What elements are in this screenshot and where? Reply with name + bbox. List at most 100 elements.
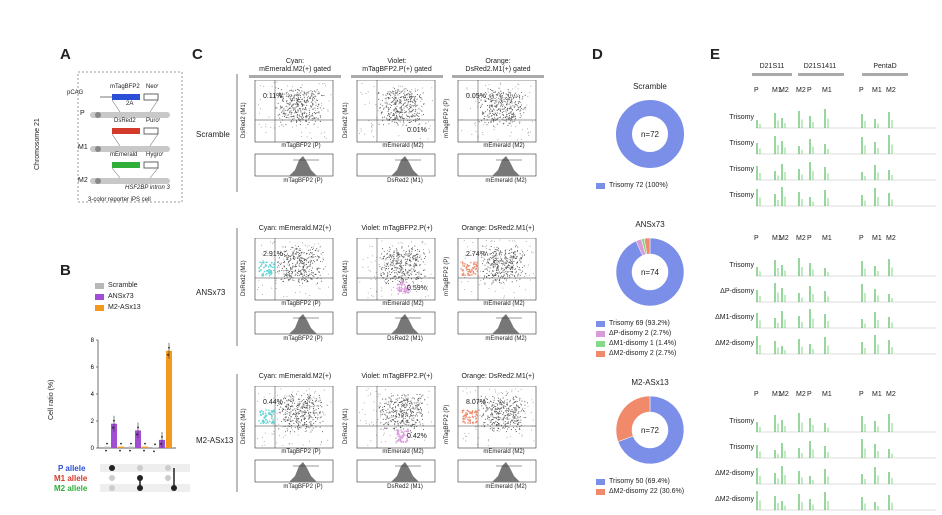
gated-event: [461, 261, 464, 263]
event-dot: [286, 268, 288, 270]
slice-Trisomy: [615, 237, 685, 307]
event-dot: [506, 102, 508, 104]
event-dot: [296, 420, 298, 422]
event-dot: [408, 249, 410, 251]
event-dot: [391, 263, 393, 265]
gated-event: [407, 285, 409, 288]
event-dot: [388, 103, 390, 105]
event-dot: [493, 129, 495, 131]
event-dot: [300, 136, 302, 138]
event-dot: [324, 414, 326, 416]
event-dot: [416, 94, 418, 96]
event-dot: [257, 287, 259, 289]
event-dot: [504, 415, 506, 417]
event-dot: [414, 255, 416, 257]
event-dot: [502, 414, 504, 416]
event-dot: [504, 278, 506, 280]
event-dot: [301, 257, 303, 259]
event-dot: [396, 429, 398, 431]
slice-Trisomy: [616, 100, 684, 168]
event-dot: [282, 436, 284, 438]
event-dot: [487, 423, 489, 425]
event-dot: [387, 408, 389, 410]
event-dot: [464, 435, 466, 437]
event-dot: [303, 112, 305, 115]
peak-label-0-4: P: [807, 87, 812, 94]
event-dot: [394, 418, 396, 420]
event-dot: [260, 262, 262, 264]
event-dot: [410, 278, 413, 280]
event-dot: [309, 107, 311, 109]
gated-event: [407, 289, 410, 292]
event-dot: [418, 95, 420, 97]
event-dot: [496, 260, 498, 262]
event-dot: [286, 413, 288, 415]
event-dot: [283, 112, 286, 114]
event-dot: [404, 279, 406, 281]
event-dot: [292, 271, 294, 273]
replicate-dot: [143, 449, 145, 452]
event-dot: [505, 268, 507, 270]
gated-event: [407, 291, 409, 294]
event-dot: [513, 95, 515, 97]
bar-M2-ASx13-0: [118, 446, 124, 448]
event-dot: [386, 263, 388, 265]
event-dot: [286, 403, 288, 405]
event-dot: [379, 257, 381, 259]
event-dot: [363, 402, 365, 404]
event-dot: [500, 92, 502, 94]
event-dot: [475, 130, 477, 132]
event-dot: [492, 110, 494, 113]
gated-event: [469, 274, 471, 277]
event-dot: [379, 107, 381, 109]
event-dot: [396, 397, 398, 399]
event-dot: [488, 263, 490, 265]
event-dot: [313, 414, 315, 416]
event-dot: [306, 116, 308, 118]
event-dot: [413, 120, 415, 122]
event-dot: [380, 275, 382, 277]
event-dot: [291, 246, 293, 248]
event-dot: [388, 412, 390, 414]
event-dot: [312, 104, 314, 106]
peak-label-1-8: M2: [886, 235, 896, 242]
event-dot: [493, 247, 495, 249]
event-dot: [386, 411, 388, 413]
event-dot: [364, 133, 366, 135]
event-dot: [508, 265, 510, 267]
event-dot: [312, 96, 314, 98]
event-dot: [378, 405, 380, 407]
event-dot: [293, 120, 295, 122]
event-dot: [502, 392, 504, 394]
event-dot: [382, 124, 384, 126]
marker-bar-1: [752, 73, 792, 76]
event-dot: [277, 271, 279, 273]
event-dot: [273, 127, 275, 129]
event-dot: [310, 259, 312, 261]
event-dot: [405, 270, 407, 272]
centromere-p: [95, 112, 101, 118]
event-dot: [489, 259, 491, 261]
event-dot: [400, 404, 402, 406]
event-dot: [509, 268, 511, 270]
event-dot: [308, 440, 310, 442]
event-dot: [415, 106, 417, 108]
event-dot: [499, 98, 501, 100]
str-row-1-0: Trisomy: [729, 262, 754, 269]
event-dot: [417, 399, 419, 401]
event-dot: [512, 105, 514, 107]
event-dot: [378, 407, 380, 409]
event-dot: [395, 272, 397, 274]
event-dot: [291, 405, 293, 407]
str-row-2-1: Trisomy: [729, 444, 754, 451]
event-dot: [296, 248, 298, 251]
gated-event: [268, 409, 270, 412]
event-dot: [313, 93, 315, 96]
event-dot: [297, 89, 299, 91]
event-dot: [508, 410, 510, 412]
event-dot: [513, 275, 515, 277]
event-dot: [387, 281, 389, 283]
event-dot: [394, 430, 396, 432]
event-dot: [522, 270, 524, 272]
replicate-dot: [167, 353, 169, 356]
